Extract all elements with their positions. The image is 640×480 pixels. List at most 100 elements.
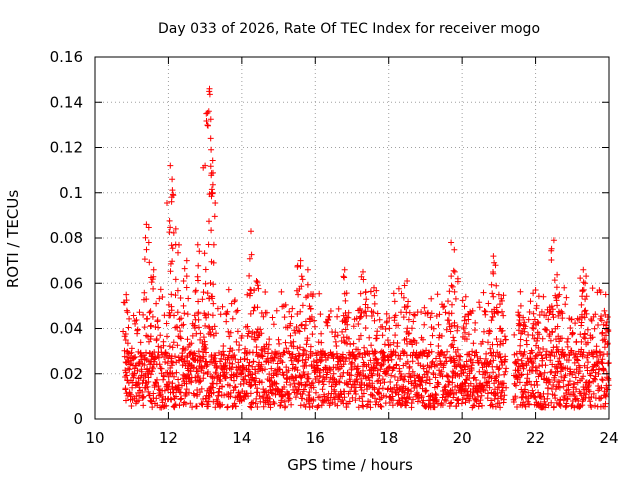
data-point <box>197 330 204 337</box>
data-point <box>145 224 152 231</box>
data-point <box>195 262 202 269</box>
data-point <box>482 387 489 394</box>
data-point <box>286 395 293 402</box>
data-point <box>342 297 349 304</box>
data-point <box>341 388 348 395</box>
data-point <box>602 311 609 318</box>
data-point <box>516 312 523 319</box>
data-point <box>481 308 488 314</box>
data-point <box>515 312 522 318</box>
data-point <box>330 355 337 362</box>
data-point <box>587 372 594 379</box>
data-point <box>346 398 353 405</box>
data-point <box>373 356 380 363</box>
data-point <box>205 108 212 115</box>
data-point <box>567 368 574 375</box>
data-point <box>217 358 223 365</box>
data-point <box>122 385 129 392</box>
data-point <box>497 301 503 308</box>
data-point <box>467 380 474 387</box>
data-point <box>265 341 272 348</box>
data-point <box>461 303 468 310</box>
data-point <box>490 270 497 277</box>
data-point <box>335 305 342 312</box>
data-point <box>206 191 213 198</box>
data-point <box>405 316 412 323</box>
data-point <box>247 390 254 397</box>
data-point <box>377 366 384 373</box>
data-point <box>533 378 540 385</box>
data-point <box>378 403 385 410</box>
data-point <box>380 361 387 368</box>
data-point <box>565 357 572 364</box>
data-point <box>517 336 524 343</box>
data-point <box>490 357 497 364</box>
data-point <box>477 355 484 362</box>
data-point <box>406 309 413 316</box>
data-point <box>532 394 539 401</box>
data-point <box>266 336 273 343</box>
data-point <box>358 375 365 382</box>
data-point <box>206 218 212 225</box>
data-point <box>339 328 346 335</box>
data-point <box>210 259 217 266</box>
data-point <box>303 362 310 369</box>
data-point <box>155 386 162 393</box>
data-point <box>261 348 268 355</box>
data-point <box>462 313 468 320</box>
data-point <box>202 266 209 273</box>
data-point <box>166 229 173 236</box>
data-point <box>219 383 226 390</box>
data-point <box>287 354 294 361</box>
data-point <box>373 335 380 342</box>
data-point <box>496 365 503 372</box>
data-point <box>555 312 562 319</box>
data-point <box>574 353 581 360</box>
data-point <box>309 350 316 357</box>
data-point <box>523 362 530 369</box>
data-point <box>318 330 325 337</box>
data-point <box>543 354 550 361</box>
data-point <box>445 378 452 385</box>
data-point <box>568 403 575 410</box>
data-point <box>358 273 365 280</box>
data-point <box>230 387 237 394</box>
data-point <box>205 369 211 375</box>
data-point <box>407 374 414 381</box>
y-axis-label: ROTI / TECUs <box>4 190 22 288</box>
data-point <box>224 308 231 315</box>
data-point <box>327 308 334 314</box>
data-point <box>556 401 563 408</box>
data-point <box>153 336 160 342</box>
data-point <box>241 396 248 403</box>
data-point <box>251 287 258 294</box>
data-point <box>147 397 154 404</box>
data-point <box>204 122 211 129</box>
data-point <box>557 402 564 409</box>
data-point <box>486 360 493 367</box>
data-point <box>178 395 185 402</box>
data-point <box>155 324 162 331</box>
data-point <box>479 402 485 409</box>
data-point <box>183 391 190 398</box>
data-point <box>232 403 239 410</box>
data-point <box>498 389 505 396</box>
data-point <box>305 392 312 399</box>
x-tick-label: 12 <box>159 429 178 447</box>
data-point <box>410 318 417 325</box>
x-tick-label: 20 <box>453 429 472 447</box>
data-point <box>178 315 185 322</box>
data-point <box>231 384 238 391</box>
data-point <box>207 163 214 170</box>
data-point <box>223 369 230 376</box>
data-point <box>150 266 157 273</box>
data-point <box>138 368 145 375</box>
data-point <box>214 398 221 405</box>
data-point <box>417 362 424 369</box>
data-point <box>573 366 580 373</box>
data-point <box>201 346 208 353</box>
data-point <box>502 368 509 375</box>
data-point <box>425 369 431 376</box>
data-point <box>250 358 257 365</box>
data-point <box>410 396 416 403</box>
